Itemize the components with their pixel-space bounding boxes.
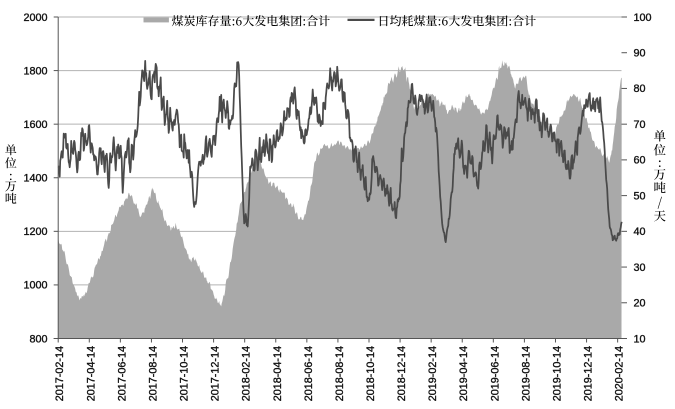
svg-text:2018-12-14: 2018-12-14	[396, 346, 408, 401]
svg-text:90: 90	[634, 48, 646, 60]
svg-text:2018-06-14: 2018-06-14	[303, 346, 315, 401]
svg-text:2020-02-14: 2020-02-14	[614, 346, 626, 401]
svg-text:1200: 1200	[23, 226, 47, 238]
svg-text:60: 60	[634, 155, 646, 167]
svg-text:1600: 1600	[23, 119, 47, 131]
svg-text:2017-06-14: 2017-06-14	[116, 346, 128, 401]
svg-text:70: 70	[634, 119, 646, 131]
svg-text:2000: 2000	[23, 12, 47, 24]
svg-text:2019-10-14: 2019-10-14	[551, 346, 563, 401]
svg-text:2019-12-14: 2019-12-14	[583, 346, 595, 401]
svg-text:2018-08-14: 2018-08-14	[334, 346, 346, 401]
svg-text:2019-06-14: 2019-06-14	[489, 346, 501, 401]
svg-text:2017-10-14: 2017-10-14	[179, 346, 191, 401]
svg-text:2017-12-14: 2017-12-14	[210, 346, 222, 401]
svg-text:2018-02-14: 2018-02-14	[241, 346, 253, 401]
svg-text:80: 80	[634, 83, 646, 95]
svg-text:10: 10	[634, 333, 646, 345]
svg-text:2019-08-14: 2019-08-14	[520, 346, 532, 401]
svg-text:30: 30	[634, 262, 646, 274]
svg-text:2017-02-14: 2017-02-14	[54, 346, 66, 401]
svg-text:2018-10-14: 2018-10-14	[365, 346, 377, 401]
svg-text:2019-02-14: 2019-02-14	[427, 346, 439, 401]
svg-text:2017-08-14: 2017-08-14	[147, 346, 159, 401]
svg-text:2019-04-14: 2019-04-14	[458, 346, 470, 401]
svg-text:2017-04-14: 2017-04-14	[85, 346, 97, 401]
svg-text:1800: 1800	[23, 65, 47, 77]
svg-text:1000: 1000	[23, 280, 47, 292]
svg-text:100: 100	[634, 12, 652, 24]
svg-text:2018-04-14: 2018-04-14	[272, 346, 284, 401]
svg-text:40: 40	[634, 226, 646, 238]
svg-text:20: 20	[634, 298, 646, 310]
svg-text:800: 800	[29, 333, 47, 345]
svg-text:1400: 1400	[23, 173, 47, 185]
svg-text:50: 50	[634, 190, 646, 202]
